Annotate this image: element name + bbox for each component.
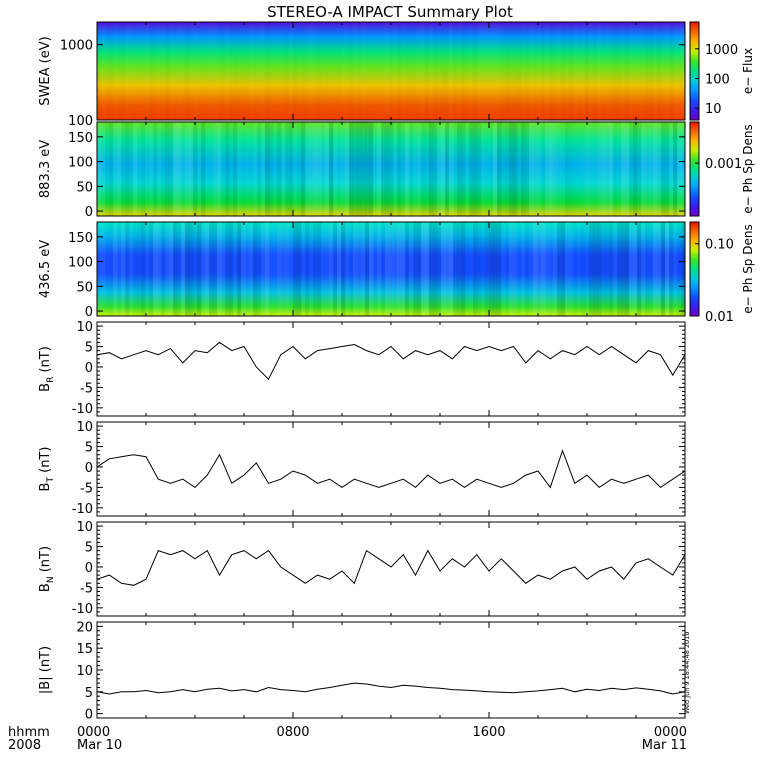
- series-line: [96, 341, 686, 381]
- y-axis-label: SWEA (eV): [38, 36, 53, 105]
- y-tick-label: 0: [85, 361, 93, 376]
- colorbar-gradient: [689, 21, 700, 121]
- y-tick-label: 5: [85, 541, 93, 556]
- y-tick-label: -5: [80, 581, 93, 596]
- y-tick-label: 0: [85, 708, 93, 723]
- x-tick-date-label: Mar 10: [77, 738, 122, 753]
- colorbar: 0.01 0.10 e− Ph Sp Dens: [689, 221, 755, 325]
- line-panel-3: -10 -5 0 5 10 BN (nT): [38, 520, 686, 617]
- series-line: [96, 549, 686, 586]
- line-panel-1: -10 -5 0 5 10 BR (nT): [38, 320, 686, 417]
- line-panel-4: 0 5 10 15 20 |B| (nT): [38, 620, 686, 723]
- panel-frame: [96, 521, 686, 617]
- y-axis-label-subscript: N: [46, 576, 56, 583]
- y-axis-label: BN (nT): [38, 546, 56, 592]
- colorbar-tick-label: 10: [705, 102, 722, 117]
- y-tick-label: 100: [68, 256, 93, 271]
- y-tick-label: -5: [80, 481, 93, 496]
- y-tick-label: 15: [76, 642, 93, 657]
- y-tick-label: 0: [85, 205, 93, 220]
- series-line: [96, 449, 686, 489]
- y-axis-label-subscript: R: [46, 377, 56, 383]
- y-tick-label: 10: [76, 664, 93, 679]
- time-axis-label-hhmm: hhmm: [8, 725, 50, 740]
- colorbar-label: e− Flux: [741, 48, 755, 94]
- panel-frame: [96, 421, 686, 517]
- y-tick-label: -10: [72, 402, 93, 417]
- y-tick-label: 5: [85, 441, 93, 456]
- colorbar-label: e− Ph Sp Dens: [741, 124, 755, 213]
- y-axis-label-subscript: T: [46, 477, 56, 484]
- spectrogram-image: [97, 222, 685, 316]
- y-tick-label: 10: [76, 520, 93, 535]
- y-axis-label-main: B: [38, 483, 53, 492]
- colorbar-tick-label: 1000: [705, 43, 738, 58]
- y-axis-label-main: |B|: [38, 676, 53, 694]
- x-tick-label: 1600: [472, 725, 505, 740]
- y-tick-label: 50: [76, 180, 93, 195]
- y-axis-label: BT (nT): [38, 447, 56, 492]
- x-tick-date-label: Mar 11: [642, 738, 687, 753]
- panel-frame: [96, 321, 686, 417]
- y-axis-label: 883.3 eV: [38, 140, 53, 198]
- x-tick-label: 0800: [276, 725, 309, 740]
- spectrogram-texture: [101, 222, 686, 316]
- y-tick-label: -10: [72, 502, 93, 517]
- y-tick-label: 0: [85, 561, 93, 576]
- colorbar: 10 100 1000 e− Flux: [689, 21, 755, 121]
- y-tick-label: 100: [68, 114, 93, 129]
- colorbar-gradient: [689, 121, 700, 217]
- y-axis-label-unit: (nT): [38, 447, 53, 477]
- colorbar-gradient: [689, 221, 700, 317]
- generation-timestamp: Wed Jun 9 18:44:48 2010: [683, 632, 691, 714]
- y-tick-label: 5: [85, 341, 93, 356]
- y-axis-label-unit: (nT): [38, 646, 53, 676]
- plot-title: STEREO-A IMPACT Summary Plot: [267, 3, 513, 21]
- colorbar-tick-label: 0.10: [705, 238, 734, 253]
- y-tick-label: 100: [68, 156, 93, 171]
- y-tick-label: 1000: [60, 39, 93, 54]
- y-axis-label-unit: (nT): [38, 546, 53, 576]
- y-tick-label: -10: [72, 602, 93, 617]
- y-tick-label: 10: [76, 320, 93, 335]
- y-axis-label: BR (nT): [38, 346, 56, 392]
- colorbar-tick-label: 0.01: [705, 310, 734, 325]
- colorbar-tick-label: 100: [705, 72, 730, 87]
- y-axis-label-unit: (nT): [38, 346, 53, 376]
- y-tick-label: 150: [68, 231, 93, 246]
- y-axis-label: |B| (nT): [38, 646, 53, 694]
- spectrogram-image: [97, 22, 685, 120]
- colorbar-tick-label: 0.001: [705, 157, 742, 172]
- spectrogram-image: [97, 122, 685, 216]
- y-axis-label-main: B: [38, 583, 53, 592]
- y-tick-label: 150: [68, 131, 93, 146]
- y-tick-label: 0: [85, 305, 93, 320]
- y-tick-label: 10: [76, 420, 93, 435]
- series-line: [96, 682, 686, 695]
- spectrogram-texture: [97, 22, 685, 120]
- y-tick-label: -5: [80, 381, 93, 396]
- colorbar-label: e− Ph Sp Dens: [741, 224, 755, 313]
- y-tick-label: 0: [85, 461, 93, 476]
- spectrogram-panel-3: 0 50 100 150 436.5 eV 0.01 0.10 e− Ph Sp Dens: [38, 221, 755, 325]
- x-tick-label: 0000: [77, 725, 110, 740]
- y-tick-label: 5: [85, 686, 93, 701]
- line-panel-2: -10 -5 0 5 10 BT (nT): [38, 420, 686, 517]
- y-tick-label: 20: [76, 620, 93, 635]
- panel-frame: [96, 621, 686, 719]
- y-tick-label: 50: [76, 280, 93, 295]
- y-axis-label: 436.5 eV: [38, 240, 53, 298]
- y-axis-label-main: B: [38, 383, 53, 392]
- spectrogram-texture: [97, 122, 686, 216]
- x-tick-label: 0000: [654, 725, 687, 740]
- time-axis-label-year: 2008: [8, 738, 41, 753]
